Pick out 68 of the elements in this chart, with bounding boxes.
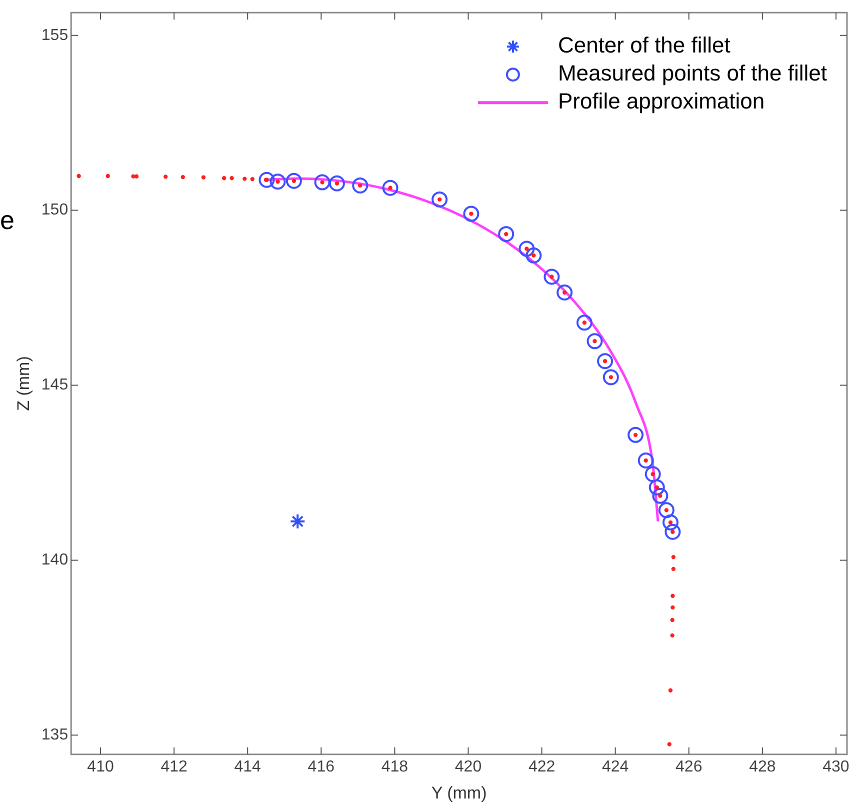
- point: [352, 177, 368, 194]
- point: [314, 174, 330, 190]
- point: [602, 369, 619, 386]
- point: [667, 742, 672, 746]
- legend-label: Measured points of the fillet: [558, 60, 828, 86]
- x-tick-label: 410: [87, 758, 114, 776]
- x-tick-label: 418: [381, 758, 408, 776]
- point: [222, 176, 226, 180]
- point: [290, 513, 306, 530]
- point: [597, 353, 614, 370]
- y-tick-label: 150: [41, 202, 68, 219]
- y-tick-label: 140: [41, 552, 68, 569]
- x-axis-title: Y (mm): [431, 783, 487, 802]
- point: [668, 688, 673, 692]
- point: [670, 633, 674, 638]
- point: [671, 566, 676, 572]
- x-tick-label: 422: [528, 758, 556, 776]
- y-axis-title: Z (mm): [14, 356, 33, 411]
- point: [670, 605, 675, 610]
- x-tick-label: 414: [234, 758, 262, 776]
- point: [258, 172, 275, 188]
- point: [644, 466, 661, 482]
- point: [164, 174, 168, 179]
- point: [664, 524, 681, 540]
- point: [556, 284, 573, 301]
- point: [230, 176, 234, 180]
- point: [270, 174, 286, 190]
- y-tick-label: 155: [41, 26, 68, 44]
- point: [518, 240, 535, 257]
- x-tick-label: 424: [602, 758, 629, 776]
- point: [201, 175, 206, 180]
- x-tick-label: 420: [454, 758, 482, 776]
- point: [382, 180, 398, 196]
- point: [648, 479, 665, 496]
- point: [658, 502, 674, 518]
- point: [638, 452, 654, 468]
- point: [106, 174, 110, 178]
- point: [628, 426, 644, 443]
- point: [463, 206, 480, 222]
- point: [432, 191, 448, 208]
- point: [526, 247, 542, 264]
- x-tick-label: 412: [160, 758, 188, 776]
- point: [242, 176, 247, 181]
- y-tick-label: 145: [41, 376, 68, 394]
- point: [671, 554, 676, 560]
- x-tick-label: 428: [749, 758, 776, 776]
- text: e: [0, 205, 14, 236]
- point: [662, 514, 678, 530]
- point: [131, 174, 136, 178]
- point: [576, 314, 592, 331]
- legend-label: Profile approximation: [558, 88, 765, 114]
- x-tick-label: 430: [822, 758, 850, 776]
- y-tick-label: 135: [41, 726, 68, 744]
- x-tick-label: 426: [676, 758, 702, 776]
- point: [544, 268, 560, 285]
- point: [328, 175, 345, 192]
- point: [286, 172, 302, 189]
- point: [670, 618, 674, 622]
- point: [134, 174, 139, 178]
- legend-label: Center of the fillet: [558, 32, 730, 58]
- point: [250, 177, 254, 182]
- point: [76, 174, 81, 178]
- point: [180, 174, 185, 180]
- point: [586, 333, 603, 350]
- x-tick-label: 416: [308, 758, 335, 776]
- point: [670, 594, 675, 598]
- point: [498, 226, 514, 242]
- point: [652, 488, 668, 504]
